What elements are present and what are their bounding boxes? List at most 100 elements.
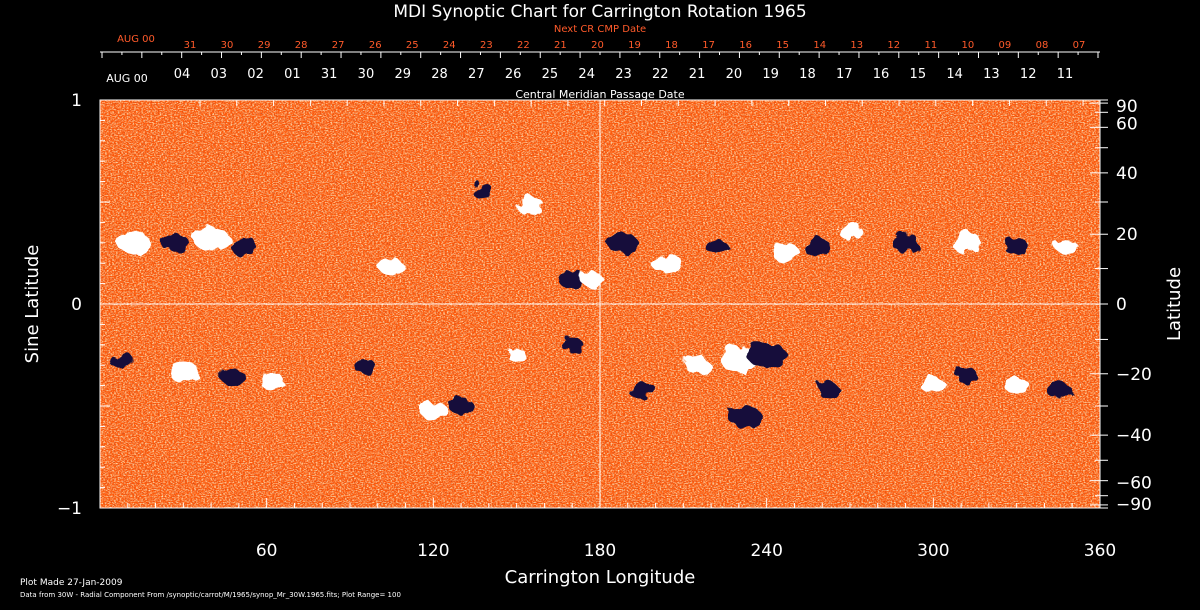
x-tick-label: 120 — [417, 541, 449, 561]
top-axis-2-date: 02 — [247, 67, 264, 82]
y-axis-left-label: Sine Latitude — [22, 245, 43, 364]
top-axis-1-date: 14 — [813, 40, 826, 51]
top-axis-1-date: 17 — [702, 40, 715, 51]
y-right-tick-label: −60 — [1116, 474, 1152, 494]
top-axis-1-date: 07 — [1073, 40, 1086, 51]
top-axis-2: AUG 00 04 03 02 01 31 30 29 28 27 26 25 24 23 22 21 20 19… — [106, 67, 1084, 106]
active-region-positive — [379, 259, 405, 276]
active-region-negative — [472, 184, 495, 199]
top-axis-1-date: 11 — [924, 40, 937, 51]
y-left-tick-label: 1 — [71, 91, 82, 111]
y-right-tick-label: 90 — [1116, 97, 1138, 117]
active-region-negative — [448, 397, 474, 415]
active-region-positive — [837, 222, 863, 239]
top-axis-2-date: 19 — [762, 67, 779, 82]
x-axis-label: Carrington Longitude — [505, 567, 696, 588]
active-region-positive — [419, 401, 448, 420]
top-axis-1-start-label: AUG 00 — [117, 34, 155, 45]
active-region-positive — [1055, 239, 1078, 255]
active-region-negative — [1045, 381, 1071, 398]
active-region-negative — [558, 270, 587, 289]
active-region-negative — [705, 239, 728, 255]
top-axis-1-date: 15 — [776, 40, 789, 51]
magnetogram-image — [100, 100, 1100, 508]
y-axis-left: −1 0 1 — [57, 91, 110, 519]
top-axis-1-date: 31 — [184, 40, 197, 51]
top-axis-2-date: 11 — [1057, 67, 1074, 82]
active-regions — [109, 184, 1078, 428]
plot-made-note: Plot Made 27-Jan-2009 — [20, 578, 123, 588]
top-axis-1-date: 26 — [369, 40, 382, 51]
active-region-positive — [167, 361, 199, 382]
top-axis-2-date: 26 — [505, 67, 522, 82]
y-axis-right-label: Latitude — [1164, 267, 1185, 341]
top-axis-2-date: 01 — [284, 67, 301, 82]
y-right-tick-label: 0 — [1116, 295, 1127, 315]
top-axis-2-date: 25 — [542, 67, 559, 82]
top-axis-1-date: 21 — [554, 40, 567, 51]
y-right-tick-label: −40 — [1116, 426, 1152, 446]
top-axis-2-date: 18 — [799, 67, 816, 82]
top-axis-2-date: 20 — [726, 67, 743, 82]
active-region-positive — [951, 232, 983, 253]
top-axis-2-date: 27 — [468, 67, 485, 82]
y-left-tick-label: −1 — [57, 499, 82, 519]
top-axis-2-date: 16 — [873, 67, 890, 82]
active-region-negative — [561, 337, 584, 352]
top-axis-2-label: Central Meridian Passage Date — [515, 88, 684, 101]
top-axis-2-date: 21 — [689, 67, 706, 82]
active-region-positive — [516, 197, 545, 216]
data-source-note: Data from 30W - Radial Component From /s… — [20, 591, 401, 599]
active-region-negative — [891, 233, 920, 252]
x-tick-label: 180 — [584, 541, 616, 561]
top-axis-1-date: 28 — [295, 40, 308, 51]
top-axis-2-date: 14 — [946, 67, 963, 82]
x-axis: 60 120 180 240 300 360 — [99, 498, 1116, 561]
y-left-tick-label: 0 — [71, 295, 82, 315]
active-region-positive — [580, 272, 603, 287]
top-axis-2-date: 17 — [836, 67, 853, 82]
top-axis-1-date: 13 — [850, 40, 863, 51]
top-axis-2-date: 23 — [615, 67, 632, 82]
top-axis-1-date: 23 — [480, 40, 493, 51]
active-region-negative — [747, 342, 787, 368]
top-axis-1-date: 25 — [406, 40, 419, 51]
top-axis-1-date: 27 — [332, 40, 345, 51]
top-axis-2-date: 04 — [174, 67, 191, 82]
top-axis-1-date: 19 — [628, 40, 641, 51]
active-region-positive — [920, 377, 946, 394]
top-axis-1: AUG 00 31 30 29 28 27 26 25 24 23 22 21 20 19 18 17 16 15… — [101, 34, 1099, 58]
top-axis-1-date: 16 — [739, 40, 752, 51]
active-region-negative — [220, 369, 246, 386]
top-axis-1-date: 24 — [443, 40, 456, 51]
y-right-tick-label: −90 — [1116, 495, 1152, 515]
active-region-positive — [684, 357, 710, 374]
active-region-positive — [772, 244, 801, 262]
top-axis-1-date: 10 — [962, 40, 975, 51]
x-tick-label: 360 — [1084, 541, 1116, 561]
top-axis-1-date: 12 — [887, 40, 900, 51]
x-tick-label: 240 — [750, 541, 782, 561]
x-tick-label: 300 — [917, 541, 949, 561]
active-region-positive — [259, 373, 285, 390]
x-tick-label: 60 — [256, 541, 278, 561]
active-region-positive — [116, 232, 151, 254]
active-region-negative — [727, 405, 762, 428]
top-axis-2-date: 22 — [652, 67, 669, 82]
y-right-tick-label: 60 — [1116, 114, 1138, 134]
active-region-positive — [651, 253, 683, 274]
top-axis-1-date: 09 — [999, 40, 1012, 51]
top-axis-2-date: 13 — [983, 67, 1000, 82]
chart-title: MDI Synoptic Chart for Carrington Rotati… — [393, 2, 806, 22]
top-axis-2-date: 31 — [321, 67, 338, 82]
top-axis-1-date: 30 — [221, 40, 234, 51]
active-region-negative — [955, 368, 978, 383]
y-right-tick-label: 40 — [1116, 164, 1138, 184]
active-region-positive — [506, 348, 527, 362]
grid-lines — [100, 100, 1100, 508]
y-right-tick-label: 20 — [1116, 225, 1138, 245]
top-axis-1-date: 22 — [517, 40, 530, 51]
active-region-negative — [109, 353, 135, 370]
